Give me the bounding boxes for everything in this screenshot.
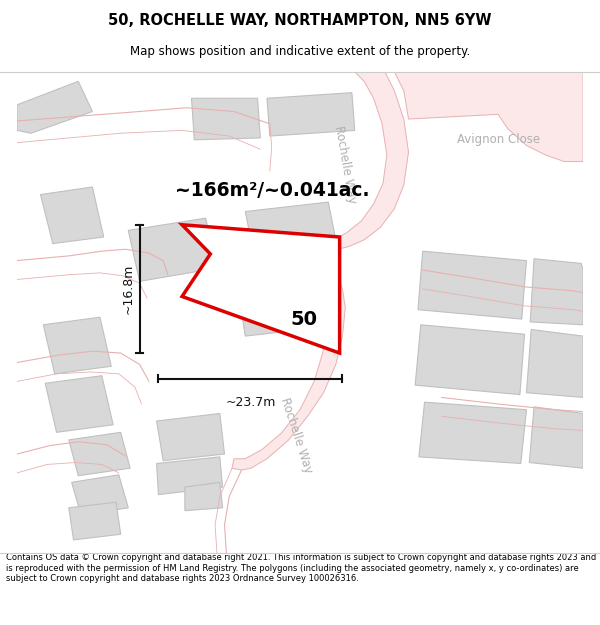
Text: 50, ROCHELLE WAY, NORTHAMPTON, NN5 6YW: 50, ROCHELLE WAY, NORTHAMPTON, NN5 6YW bbox=[108, 13, 492, 28]
Polygon shape bbox=[17, 81, 92, 133]
Polygon shape bbox=[185, 482, 223, 511]
Polygon shape bbox=[236, 266, 328, 336]
Polygon shape bbox=[530, 259, 583, 325]
Polygon shape bbox=[232, 266, 345, 470]
Polygon shape bbox=[69, 432, 130, 476]
Polygon shape bbox=[157, 457, 223, 494]
Polygon shape bbox=[415, 325, 524, 394]
Polygon shape bbox=[418, 251, 526, 319]
Text: ~23.7m: ~23.7m bbox=[225, 396, 275, 409]
Polygon shape bbox=[128, 218, 217, 281]
Polygon shape bbox=[69, 502, 121, 540]
Polygon shape bbox=[529, 407, 583, 468]
Polygon shape bbox=[267, 92, 355, 136]
Polygon shape bbox=[41, 187, 104, 244]
Polygon shape bbox=[43, 318, 111, 374]
Text: Map shows position and indicative extent of the property.: Map shows position and indicative extent… bbox=[130, 44, 470, 58]
Text: 50: 50 bbox=[290, 310, 317, 329]
Text: Rochelle Way: Rochelle Way bbox=[278, 396, 314, 474]
Polygon shape bbox=[526, 329, 583, 398]
Polygon shape bbox=[419, 402, 526, 464]
Polygon shape bbox=[191, 98, 260, 140]
Polygon shape bbox=[182, 225, 340, 353]
Polygon shape bbox=[157, 414, 224, 461]
Polygon shape bbox=[385, 72, 583, 161]
Text: ~16.8m: ~16.8m bbox=[122, 264, 135, 314]
Polygon shape bbox=[71, 475, 128, 516]
Text: Rochelle Way: Rochelle Way bbox=[332, 124, 359, 204]
Text: ~166m²/~0.041ac.: ~166m²/~0.041ac. bbox=[175, 181, 370, 201]
Polygon shape bbox=[45, 376, 113, 432]
Polygon shape bbox=[245, 202, 338, 259]
Text: Contains OS data © Crown copyright and database right 2021. This information is : Contains OS data © Crown copyright and d… bbox=[6, 553, 596, 583]
Polygon shape bbox=[317, 72, 409, 266]
Text: Avignon Close: Avignon Close bbox=[457, 133, 540, 146]
